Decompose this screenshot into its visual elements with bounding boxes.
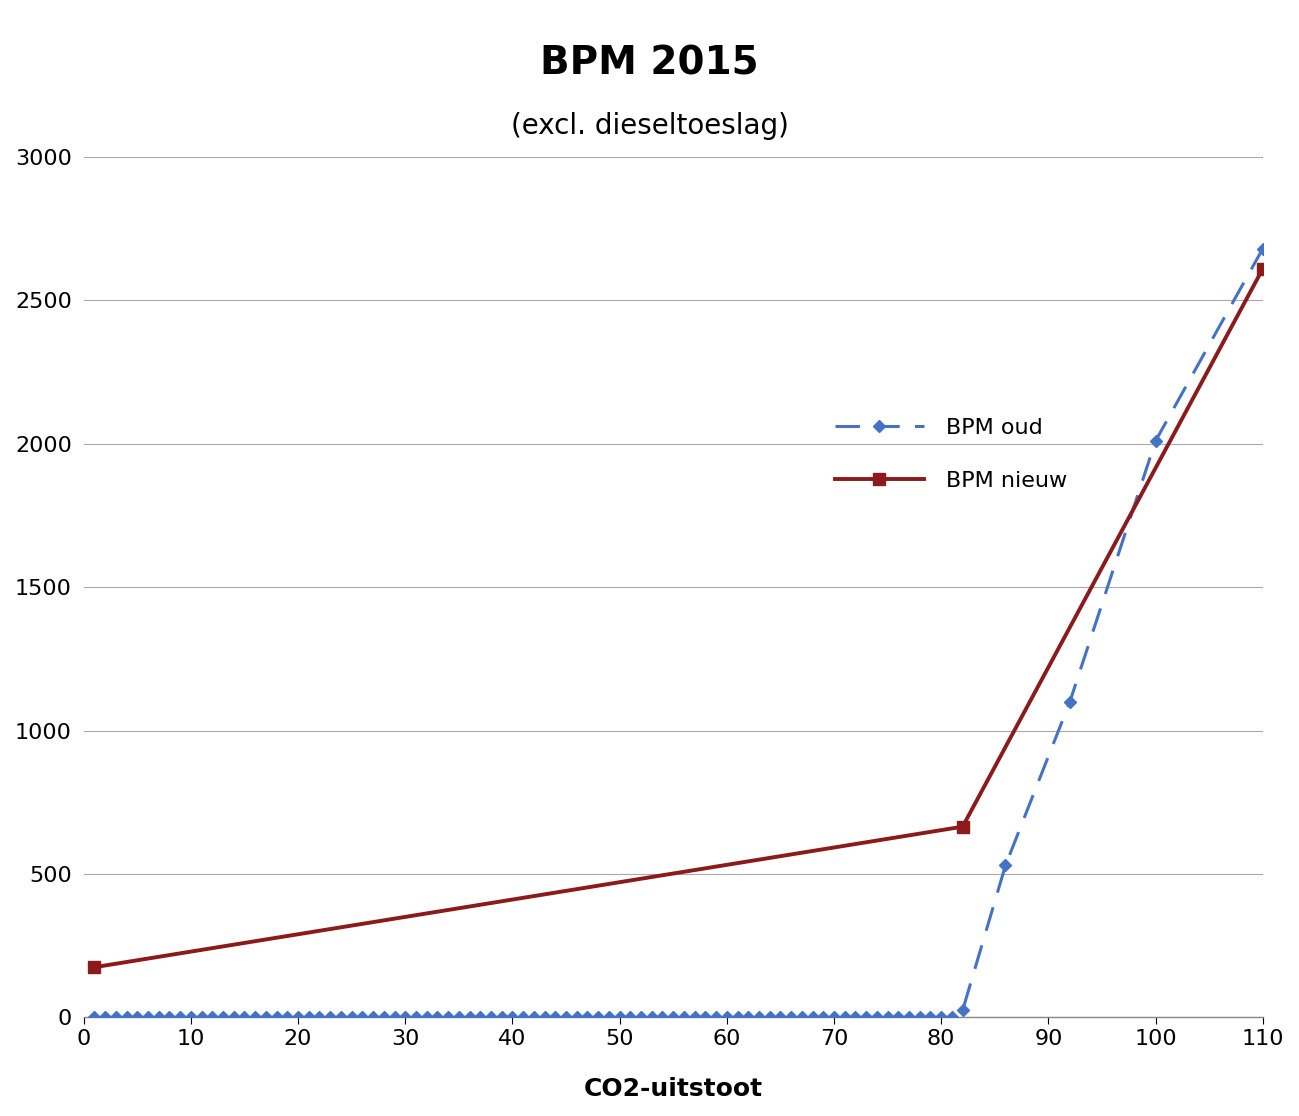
BPM oud [183, 1011, 199, 1024]
Line: BPM oud: BPM oud [90, 244, 1267, 1021]
BPM oud [108, 1011, 123, 1024]
BPM oud [783, 1011, 799, 1024]
Line: BPM nieuw: BPM nieuw [88, 262, 1269, 973]
Text: BPM 2015: BPM 2015 [540, 45, 759, 83]
Text: (excl. dieseltoeslag): (excl. dieseltoeslag) [511, 112, 788, 140]
X-axis label: CO2-uitstoot: CO2-uitstoot [583, 1077, 763, 1101]
BPM nieuw [955, 820, 970, 834]
BPM oud [1255, 242, 1270, 256]
BPM oud [526, 1011, 542, 1024]
BPM nieuw [1255, 262, 1270, 276]
BPM oud [130, 1011, 145, 1024]
BPM oud [87, 1011, 103, 1024]
Legend: BPM oud, BPM nieuw: BPM oud, BPM nieuw [826, 408, 1076, 500]
BPM nieuw [87, 961, 103, 974]
BPM oud [859, 1011, 874, 1024]
